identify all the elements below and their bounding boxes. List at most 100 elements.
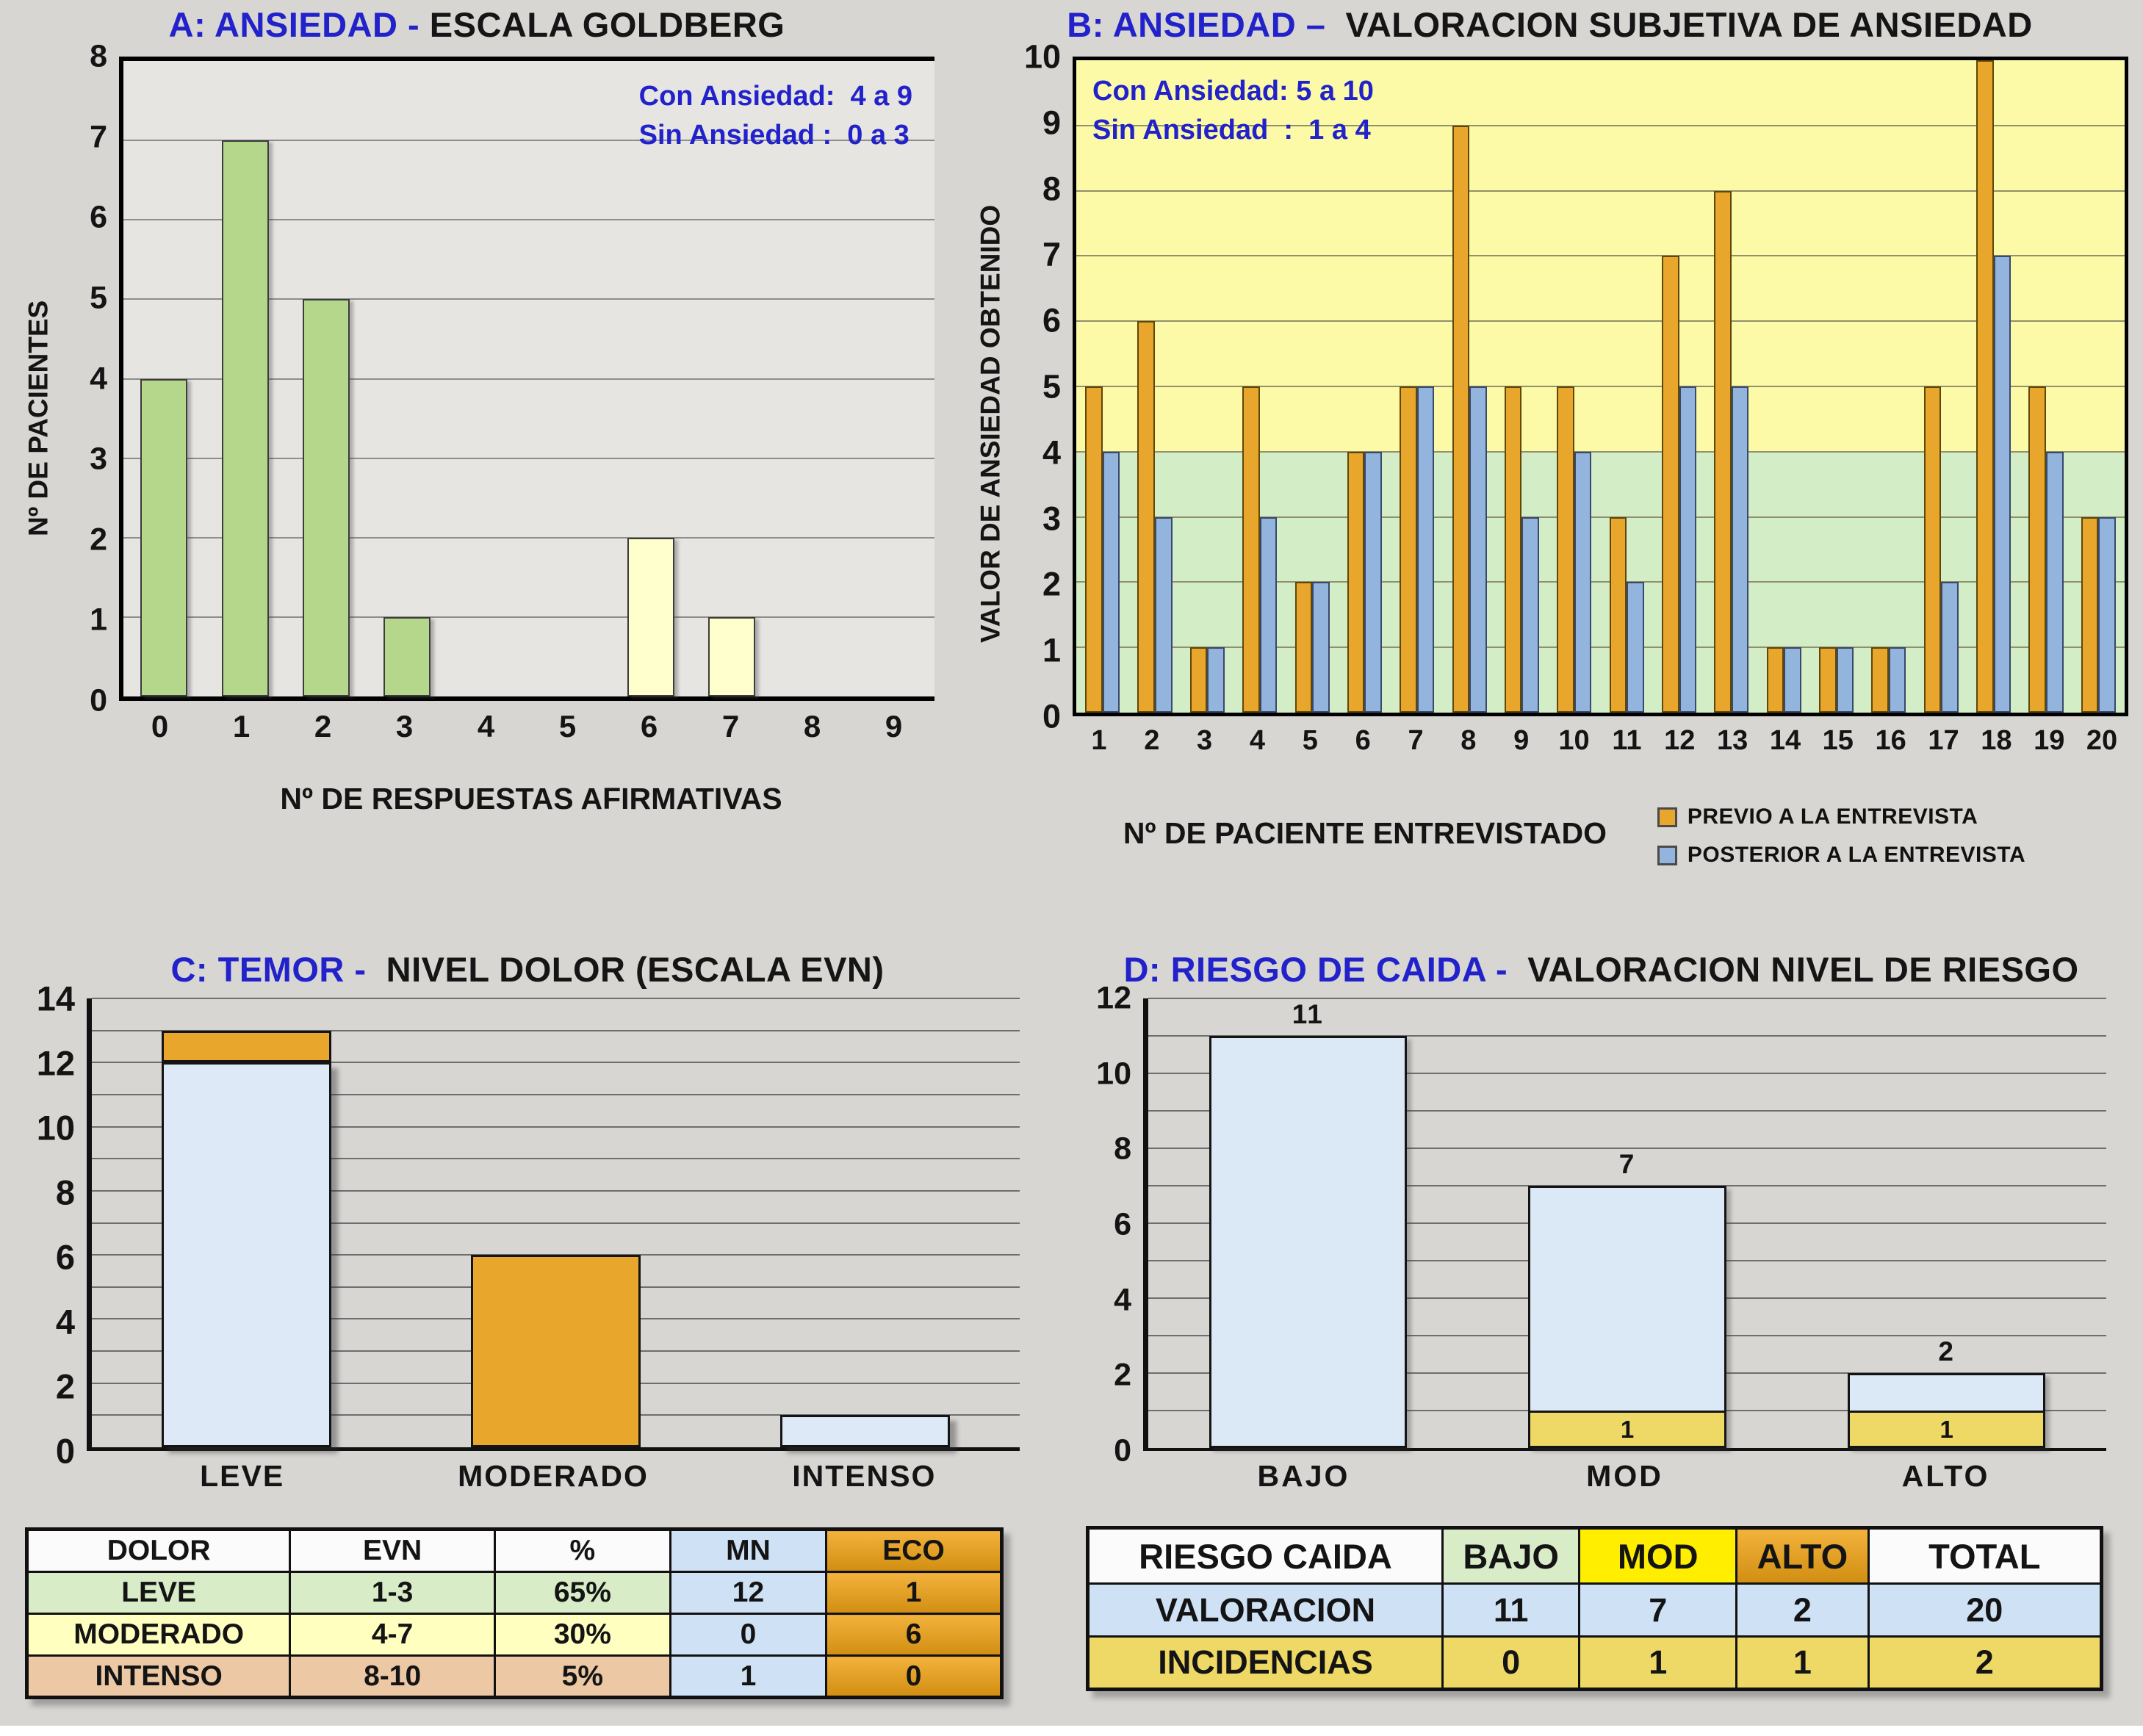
bar-B-previo-p1 xyxy=(1085,386,1103,713)
y-tick-label: 0 xyxy=(90,682,107,718)
y-tick-label: 6 xyxy=(1114,1206,1131,1242)
x-tick-label: 4 xyxy=(1249,725,1266,756)
panel-d-title-blue: D: RIESGO DE CAIDA - xyxy=(1123,950,1518,989)
table-c-cell-1-2: 30% xyxy=(493,1613,671,1657)
table-d-cell-0-0: VALORACION xyxy=(1087,1582,1444,1638)
table-c-cell-1-1: 4-7 xyxy=(289,1613,496,1657)
chart-c: 0 2 4 6 8 10 12 14 LEVE MODERADO INTENSO xyxy=(16,982,1039,1513)
y-tick-label: 14 xyxy=(36,979,75,1018)
table-c-cell-2-1: 8-10 xyxy=(289,1654,496,1699)
bar-segment-label: 1 xyxy=(1939,1415,1953,1443)
bar-B-previo-p3 xyxy=(1189,647,1208,713)
bar-B-posterior-p10 xyxy=(1574,451,1592,713)
gridline xyxy=(1148,1035,2106,1037)
table-c-row-0: LEVE 1-3 65% 12 1 xyxy=(25,1571,1003,1615)
y-tick-label: 10 xyxy=(1023,37,1061,76)
chart-b: 0 1 2 3 4 5 6 7 8 9 10 Con Ansiedad: 5 a 10 Sin Ansi… xyxy=(1018,40,2136,791)
bar-B-posterior-p3 xyxy=(1207,647,1225,713)
panel-a-title: A: ANSIEDAD - ESCALA GOLDBERG xyxy=(10,4,943,45)
y-tick-label: 8 xyxy=(90,38,107,74)
chart-d: 0 2 4 6 8 10 12 11 7 1 2 1 BAJO MOD ALTO xyxy=(1067,982,2136,1513)
y-axis-ticks-A: 0 1 2 3 4 5 6 7 8 xyxy=(68,40,119,716)
bar-C-leve-mn xyxy=(161,1062,332,1447)
bar-B-posterior-p13 xyxy=(1731,386,1749,713)
y-tick-label: 5 xyxy=(1042,367,1061,406)
bar-D-mod-total xyxy=(1528,1186,1726,1448)
gridline xyxy=(123,457,934,459)
y-tick-label: 0 xyxy=(55,1431,75,1471)
table-d-cell-1-2: 1 xyxy=(1578,1635,1738,1690)
table-d-cell-0-4: 20 xyxy=(1867,1582,2103,1638)
y-tick-label: 6 xyxy=(1042,301,1061,339)
panel-c-title: C: TEMOR - NIVEL DOLOR (ESCALA EVN) xyxy=(16,949,1039,990)
y-tick-label: 4 xyxy=(90,361,107,396)
table-c-cell-2-0: INTENSO xyxy=(25,1654,292,1699)
y-axis-ticks-D: 0 2 4 6 8 10 12 xyxy=(1067,982,1143,1466)
bar-B-previo-p5 xyxy=(1294,582,1313,713)
bar-value-label: 11 xyxy=(1292,999,1324,1029)
table-d: RIESGO CAIDA BAJO MOD ALTO TOTAL VALORACION 11… xyxy=(1086,1526,2103,1691)
bar-A-x1 xyxy=(221,140,269,696)
panel-b-title: B: ANSIEDAD – VALORACION SUBJETIVA DE AN… xyxy=(964,4,2136,45)
table-d-row-1: INCIDENCIAS 0 1 1 2 xyxy=(1087,1635,2103,1690)
annotation-line: Sin Ansiedad : 1 a 4 xyxy=(1092,115,1371,146)
panel-a-title-blue: A: ANSIEDAD - xyxy=(168,5,430,44)
bar-B-posterior-p11 xyxy=(1627,582,1644,713)
x-tick-label: 4 xyxy=(477,709,495,743)
x-tick-label: 3 xyxy=(1197,725,1213,756)
table-d-cell-0-1: 11 xyxy=(1441,1582,1581,1638)
table-c-cell-2-4: 0 xyxy=(825,1654,1003,1699)
bar-B-previo-p2 xyxy=(1137,321,1155,713)
x-tick-label: 1 xyxy=(1091,725,1107,756)
bar-B-posterior-p1 xyxy=(1102,451,1120,713)
bar-A-x6 xyxy=(627,537,674,696)
x-tick-label: 15 xyxy=(1822,725,1854,756)
bar-B-previo-p10 xyxy=(1557,386,1574,713)
panel-a-chart-area: Nº DE PACIENTES 0 1 2 3 4 5 6 7 8 Con Ansiedad: 4… xyxy=(10,40,943,780)
x-tick-label: 5 xyxy=(558,709,577,743)
table-d-header-0: RIESGO CAIDA xyxy=(1087,1527,1444,1585)
legend-item-posterior: POSTERIOR A LA ENTREVISTA xyxy=(1657,843,2136,868)
x-tick-label: 6 xyxy=(1355,725,1371,756)
table-d-cell-0-3: 2 xyxy=(1735,1582,1870,1638)
gridline xyxy=(1076,647,2125,649)
bar-B-previo-p13 xyxy=(1714,190,1732,713)
x-tick-label: 13 xyxy=(1716,725,1748,756)
panel-b-footer: Nº DE PACIENTE ENTREVISTADO PREVIO A LA … xyxy=(1073,797,2136,868)
x-axis-ticks-A: 0 1 2 3 4 5 6 7 8 9 xyxy=(119,701,934,780)
bar-B-posterior-p12 xyxy=(1679,386,1697,713)
bar-D-bajo-total xyxy=(1209,1036,1408,1448)
panel-b-x-axis-label: Nº DE PACIENTE ENTREVISTADO xyxy=(1123,816,1607,850)
x-tick-label: ALTO xyxy=(1901,1459,1990,1493)
y-tick-label: 2 xyxy=(1114,1357,1131,1393)
table-c-row-1: MODERADO 4-7 30% 0 6 xyxy=(25,1613,1003,1657)
bar-B-previo-p6 xyxy=(1347,451,1365,713)
chart-a: 0 1 2 3 4 5 6 7 8 Con Ansiedad: 4 a 9 Sin Ansiedad… xyxy=(68,40,943,780)
gridline xyxy=(1148,1110,2106,1112)
panel-b-chart-area: VALOR DE ANSIEDAD OBTENIDO 0 1 2 3 4 5 6 7 8 9 10 C… xyxy=(964,40,2136,791)
x-axis-ticks-C: LEVE MODERADO INTENSO xyxy=(87,1451,1020,1513)
gridline xyxy=(1076,320,2125,323)
bar-B-previo-p18 xyxy=(1976,60,1994,713)
panel-d-chart-area: 0 2 4 6 8 10 12 11 7 1 2 1 BAJO MOD ALTO xyxy=(1067,982,2136,1513)
bar-B-posterior-p19 xyxy=(2045,451,2064,713)
bar-B-previo-p14 xyxy=(1766,647,1784,713)
panel-c-title-black: NIVEL DOLOR (ESCALA EVN) xyxy=(376,950,885,989)
y-axis-ticks-B: 0 1 2 3 4 5 6 7 8 9 10 xyxy=(1018,40,1073,733)
table-d-header-1: BAJO xyxy=(1441,1527,1581,1585)
y-tick-label: 7 xyxy=(90,119,107,155)
table-d-header-3: ALTO xyxy=(1735,1527,1870,1585)
table-d-row-0: VALORACION 11 7 2 20 xyxy=(1087,1582,2103,1638)
y-tick-label: 3 xyxy=(1042,500,1061,538)
x-tick-label: 14 xyxy=(1769,725,1801,756)
bar-A-x3 xyxy=(383,616,431,696)
bar-B-posterior-p16 xyxy=(1888,647,1906,713)
x-tick-label: MODERADO xyxy=(458,1459,649,1493)
gridline xyxy=(1148,1073,2106,1074)
table-c-cell-0-3: 12 xyxy=(669,1571,828,1615)
gridline xyxy=(92,1158,1020,1160)
gridline xyxy=(1148,998,2106,999)
y-tick-label: 5 xyxy=(90,280,107,316)
annotation-line: Sin Ansiedad : 0 a 3 xyxy=(638,120,910,151)
table-c-header-2: % xyxy=(493,1528,671,1573)
